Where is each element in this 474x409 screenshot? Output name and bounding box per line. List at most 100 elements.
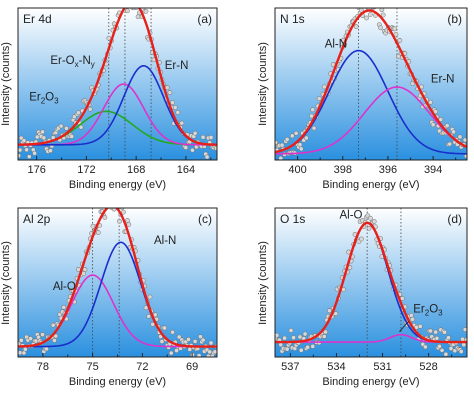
data-point (302, 331, 308, 337)
data-point (102, 215, 108, 220)
plot-frame (17, 7, 218, 161)
x-axis-label: Binding energy (eV) (69, 376, 166, 388)
data-point (143, 8, 149, 14)
data-point (433, 109, 439, 114)
data-point (32, 150, 37, 156)
data-point (363, 8, 365, 9)
data-point (150, 321, 156, 327)
data-point (111, 199, 115, 203)
component-label: Er-N (431, 73, 455, 85)
data-point (121, 209, 126, 215)
fit-envelope (275, 221, 467, 344)
x-axis-label: Binding energy (eV) (69, 179, 166, 191)
panel-2: 400 398 396 394 Binding energy (eV) Intensity… (257, 3, 468, 191)
data-point (119, 208, 125, 210)
data-point (321, 334, 327, 339)
data-point (359, 236, 364, 242)
component-curve (275, 86, 467, 155)
x-tick-label: 537 (281, 361, 299, 373)
data-point (18, 337, 24, 343)
data-point (378, 25, 383, 31)
x-tick-label: 168 (127, 164, 145, 176)
data-point (18, 350, 23, 356)
data-point (95, 230, 101, 235)
annotation-arrow (399, 320, 409, 332)
data-point (147, 294, 153, 300)
data-point (434, 335, 440, 341)
data-point (190, 147, 195, 153)
data-point (204, 154, 210, 160)
data-point (18, 147, 23, 153)
data-point (417, 323, 423, 329)
data-point (187, 346, 193, 352)
component-label: Al-N (154, 235, 176, 247)
data-point (200, 337, 206, 343)
data-point (174, 348, 179, 353)
data-point (311, 125, 317, 131)
data-point (379, 8, 385, 13)
data-point (451, 129, 456, 135)
data-point (366, 225, 372, 231)
data-point (176, 334, 182, 340)
data-point (108, 198, 112, 202)
data-point (297, 334, 303, 340)
data-point (183, 145, 189, 150)
data-point (21, 138, 27, 143)
panel-title: Er 4d (23, 12, 52, 26)
x-tick-label: 69 (186, 361, 198, 373)
y-axis-label: Intensity (counts) (0, 42, 12, 126)
data-point (126, 222, 132, 227)
y-axis-label: Intensity (counts) (257, 241, 269, 325)
component-label: Al-O (53, 281, 76, 293)
data-point (41, 135, 47, 141)
x-axis-label: Binding energy (eV) (322, 376, 419, 388)
panel-title: N 1s (280, 12, 305, 26)
data-point (392, 26, 398, 32)
data-point (410, 316, 415, 322)
data-point (159, 339, 165, 344)
data-point (18, 153, 22, 159)
data-point (438, 117, 444, 122)
plot-area (18, 198, 217, 357)
x-tick-label: 164 (177, 164, 195, 176)
data-point (52, 338, 57, 343)
data-point (167, 90, 173, 95)
data-point (380, 12, 386, 18)
data-point (439, 347, 445, 353)
data-point (316, 96, 322, 101)
data-point (298, 347, 304, 353)
data-point (375, 3, 379, 7)
component-label: Er2O3 (29, 92, 59, 106)
data-point (107, 198, 111, 202)
y-axis-label: Intensity (counts) (0, 241, 12, 325)
data-point (207, 349, 213, 355)
data-point (90, 223, 96, 229)
data-point (139, 3, 143, 7)
data-point (297, 142, 303, 148)
data-point (310, 107, 316, 113)
data-point (50, 322, 56, 328)
data-point (127, 0, 131, 3)
data-point (172, 105, 178, 110)
data-point (289, 133, 295, 139)
data-point (123, 2, 127, 6)
x-tick-label: 176 (27, 164, 45, 176)
data-point (293, 130, 299, 136)
data-point (40, 129, 45, 135)
data-point (437, 343, 442, 349)
data-point (186, 337, 191, 342)
data-point (367, 12, 373, 17)
data-point (170, 100, 175, 105)
data-point (291, 335, 296, 340)
x-tick-label: 400 (288, 164, 306, 176)
data-point (284, 346, 290, 352)
data-point (196, 353, 202, 357)
panel-title: Al 2p (23, 212, 51, 226)
data-point (423, 344, 428, 350)
data-point (75, 110, 81, 116)
data-point (117, 218, 122, 224)
data-point (303, 135, 309, 141)
data-point (457, 134, 463, 140)
data-point (69, 134, 75, 139)
